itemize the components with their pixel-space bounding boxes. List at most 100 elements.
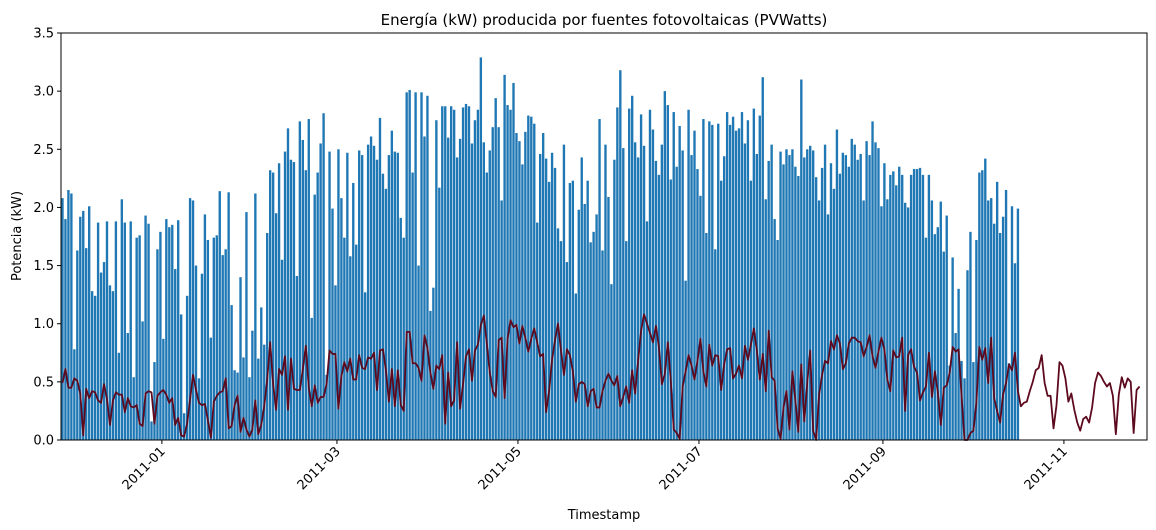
bar (755, 153, 758, 440)
bar (177, 220, 180, 440)
bar (539, 153, 542, 440)
bar (224, 249, 227, 440)
bar (853, 144, 856, 440)
bar (764, 199, 767, 440)
bar (752, 108, 756, 440)
bar (96, 222, 100, 440)
bar (369, 136, 373, 441)
bar (731, 116, 735, 440)
bar (168, 227, 171, 440)
bar (957, 288, 960, 440)
bar (346, 152, 349, 440)
bar (206, 239, 210, 440)
bar (73, 349, 76, 440)
bar (684, 280, 687, 440)
bar (524, 131, 527, 440)
bar (903, 202, 907, 440)
bar (817, 200, 821, 440)
bar (1010, 206, 1014, 440)
bar (372, 145, 376, 441)
bar (257, 358, 260, 440)
bar (277, 163, 281, 441)
bar (871, 121, 874, 440)
bar (577, 209, 580, 440)
bar (402, 237, 405, 440)
bar (625, 241, 628, 440)
bar (239, 277, 242, 440)
bar (420, 92, 423, 440)
bar (67, 189, 70, 440)
bar (343, 237, 346, 440)
bar (396, 152, 399, 440)
bar (601, 250, 604, 440)
bar (1004, 189, 1008, 440)
bar (767, 160, 770, 440)
bar (663, 91, 667, 440)
bar (411, 172, 414, 441)
x-axis: 2011-01 2011-03 2011-05 2011-07 2011-09 2011-… (120, 440, 1071, 493)
bar (79, 216, 82, 440)
bar (761, 77, 764, 440)
bar (129, 221, 132, 440)
line-series (61, 313, 1141, 441)
bar (212, 237, 215, 440)
bar (794, 166, 797, 441)
bar (114, 221, 118, 440)
bar (182, 413, 186, 440)
bar (337, 149, 340, 441)
bar (366, 144, 370, 440)
bar (117, 352, 121, 440)
bar (191, 200, 195, 440)
bar (171, 224, 174, 440)
bar (435, 120, 438, 441)
x-tick-label: 2011-11 (1022, 444, 1071, 493)
y-axis-title: Potencia (kW) (10, 191, 25, 281)
bar (954, 333, 957, 440)
bar (476, 109, 480, 440)
x-axis-title: Timestamp (567, 508, 641, 523)
bar (610, 284, 613, 440)
bar (912, 169, 916, 441)
bar (313, 194, 316, 440)
bar (179, 314, 183, 440)
bar (1013, 263, 1017, 440)
bar (562, 144, 566, 440)
bar (880, 206, 883, 440)
bar (990, 198, 993, 440)
bar (360, 155, 364, 440)
bar (918, 167, 922, 440)
bar (515, 133, 518, 440)
bar (589, 242, 592, 440)
bar (936, 227, 939, 440)
bar (497, 127, 500, 440)
bar (467, 106, 471, 440)
bar (921, 174, 925, 440)
bar (559, 241, 563, 440)
bar (883, 163, 886, 441)
bar (642, 145, 646, 441)
bar (245, 212, 248, 440)
bar (88, 206, 91, 440)
bar (820, 167, 824, 440)
bar (132, 377, 135, 440)
bar (461, 107, 465, 441)
y-tick-label: 3.0 (33, 85, 54, 100)
bar (874, 142, 877, 440)
bar (942, 251, 945, 440)
bar (405, 92, 408, 440)
bar (248, 377, 251, 440)
bar (544, 158, 548, 440)
bar (447, 137, 450, 440)
bar (503, 74, 506, 441)
bar (826, 214, 830, 440)
bar (292, 162, 296, 440)
bar (298, 121, 302, 440)
bar (604, 144, 607, 440)
bar (93, 295, 97, 440)
bar (868, 155, 871, 440)
bar (254, 193, 257, 440)
bar (123, 222, 126, 440)
bar (924, 237, 928, 440)
bar (832, 188, 836, 440)
y-tick-label: 3.5 (33, 27, 54, 42)
